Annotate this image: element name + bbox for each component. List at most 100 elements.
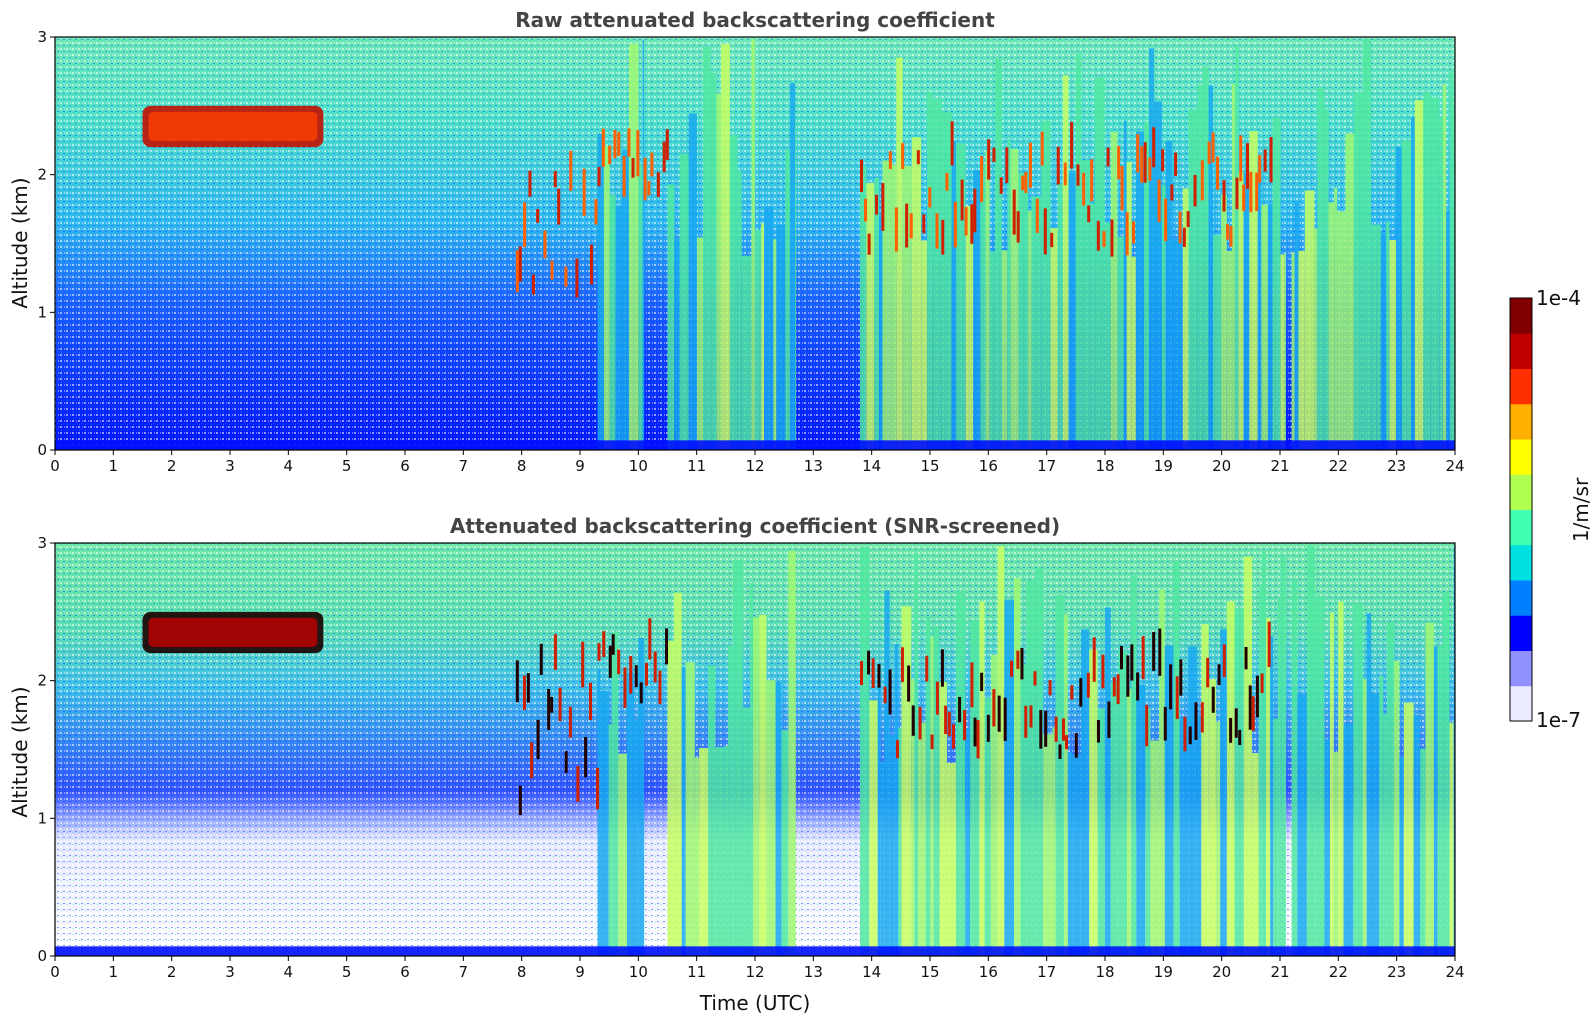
signal-column bbox=[979, 601, 985, 956]
cloud-base-mark bbox=[1141, 636, 1145, 680]
cloud-base-mark bbox=[550, 260, 554, 280]
signal-column bbox=[914, 552, 919, 956]
signal-column bbox=[997, 546, 1005, 956]
cloud-base-mark bbox=[945, 172, 949, 191]
cloud-base-mark bbox=[1161, 149, 1165, 172]
panel-raw-title: Raw attenuated backscattering coefficien… bbox=[515, 8, 995, 32]
cloud-base-mark bbox=[871, 658, 875, 688]
signal-column bbox=[1278, 599, 1282, 956]
signal-column bbox=[1131, 575, 1137, 956]
signal-column bbox=[1314, 228, 1318, 450]
cloud-base-mark bbox=[911, 705, 915, 736]
x-tick-label: 13 bbox=[804, 457, 823, 475]
cloud-base-mark bbox=[1035, 198, 1039, 233]
cloud-base-mark bbox=[1043, 208, 1047, 255]
signal-column bbox=[609, 194, 616, 450]
cloud-base-mark bbox=[1239, 135, 1243, 182]
x-tick-label: 1 bbox=[109, 963, 119, 981]
x-tick-label: 2 bbox=[167, 963, 177, 981]
cloud-base-mark bbox=[1074, 733, 1078, 758]
cloud-base-mark bbox=[515, 660, 519, 703]
cloud-base-mark bbox=[518, 785, 522, 816]
signal-column bbox=[1315, 596, 1325, 956]
signal-column bbox=[1159, 589, 1165, 956]
signal-column bbox=[741, 255, 752, 450]
signal-column bbox=[956, 143, 966, 450]
signal-column bbox=[1423, 91, 1431, 450]
signal-column bbox=[1449, 71, 1454, 450]
signal-column bbox=[1389, 239, 1396, 450]
signal-column bbox=[1179, 717, 1189, 956]
signal-column bbox=[1063, 614, 1068, 956]
signal-column bbox=[1272, 117, 1281, 450]
cloud-base-mark bbox=[1020, 648, 1024, 680]
signal-column bbox=[1353, 92, 1363, 450]
signal-column bbox=[1188, 109, 1198, 450]
signal-column bbox=[1231, 84, 1235, 450]
signal-column bbox=[1425, 622, 1434, 956]
cloud-base-mark bbox=[900, 647, 904, 683]
signal-column bbox=[674, 239, 680, 450]
cloud-base-mark bbox=[909, 213, 913, 239]
signal-column bbox=[994, 58, 1002, 450]
cloud-base-mark bbox=[597, 166, 601, 187]
cloud-base-mark bbox=[588, 682, 592, 721]
x-tick-label: 19 bbox=[1154, 963, 1173, 981]
signal-column bbox=[1164, 645, 1174, 956]
signal-column bbox=[1437, 645, 1443, 956]
signal-column bbox=[1261, 204, 1268, 450]
x-tick-label: 10 bbox=[629, 963, 648, 981]
cloud-base-mark bbox=[947, 711, 951, 737]
cloud-base-mark bbox=[627, 128, 631, 157]
panel-screened-heatmap bbox=[55, 543, 1455, 956]
signal-column bbox=[1208, 679, 1217, 956]
signal-column bbox=[1173, 560, 1180, 956]
signal-column bbox=[1150, 740, 1160, 956]
cloud-base-mark bbox=[1251, 696, 1255, 731]
signal-column bbox=[901, 606, 912, 956]
cloud-base-mark bbox=[1107, 701, 1111, 739]
signal-column bbox=[600, 690, 609, 956]
x-tick-label: 10 bbox=[629, 457, 648, 475]
signal-column bbox=[1298, 250, 1305, 450]
cloud-base-mark bbox=[613, 130, 617, 159]
cloud-base-mark bbox=[564, 266, 568, 287]
x-tick-label: 17 bbox=[1037, 457, 1056, 475]
signal-column bbox=[1234, 44, 1239, 450]
signal-column bbox=[681, 666, 686, 956]
cloud-base-mark bbox=[1242, 184, 1246, 212]
panel-raw: Raw attenuated backscattering coefficien… bbox=[8, 8, 1465, 475]
colorbar-step bbox=[1510, 368, 1532, 405]
signal-column bbox=[990, 654, 998, 956]
signal-column bbox=[1014, 578, 1021, 956]
cloud-base-mark bbox=[662, 141, 666, 173]
signal-column bbox=[925, 617, 931, 956]
y-tick-label: 1 bbox=[37, 303, 47, 321]
signal-column bbox=[1075, 54, 1082, 450]
colorbar: 1e-4 1e-7 1/m/sr bbox=[1509, 286, 1593, 732]
signal-column bbox=[965, 728, 971, 956]
signal-column bbox=[618, 753, 627, 956]
signal-column bbox=[1291, 579, 1298, 956]
signal-column bbox=[1284, 253, 1286, 450]
cloud-base-mark bbox=[1245, 143, 1249, 189]
signal-column bbox=[1386, 221, 1390, 450]
colorbar-max-label: 1e-4 bbox=[1536, 286, 1581, 310]
cloud-base-mark bbox=[1207, 141, 1211, 164]
cloud-base-mark bbox=[1244, 647, 1248, 670]
cloud-base-mark bbox=[601, 128, 605, 167]
cloud-base-mark bbox=[980, 672, 984, 692]
signal-column bbox=[1135, 131, 1144, 450]
signal-column bbox=[729, 135, 738, 450]
signal-column bbox=[1208, 85, 1214, 450]
signal-column bbox=[773, 239, 777, 450]
cloud-base-mark bbox=[1096, 720, 1100, 743]
signal-column bbox=[1306, 545, 1316, 956]
x-tick-label: 0 bbox=[50, 457, 60, 475]
panel-screened-ylabel: Altitude (km) bbox=[8, 686, 32, 817]
cloud-base-mark bbox=[636, 130, 640, 177]
signal-column bbox=[776, 225, 786, 450]
signal-column bbox=[1136, 684, 1146, 956]
cloud-base-mark bbox=[1136, 672, 1140, 701]
cloud-base-mark bbox=[557, 188, 561, 225]
